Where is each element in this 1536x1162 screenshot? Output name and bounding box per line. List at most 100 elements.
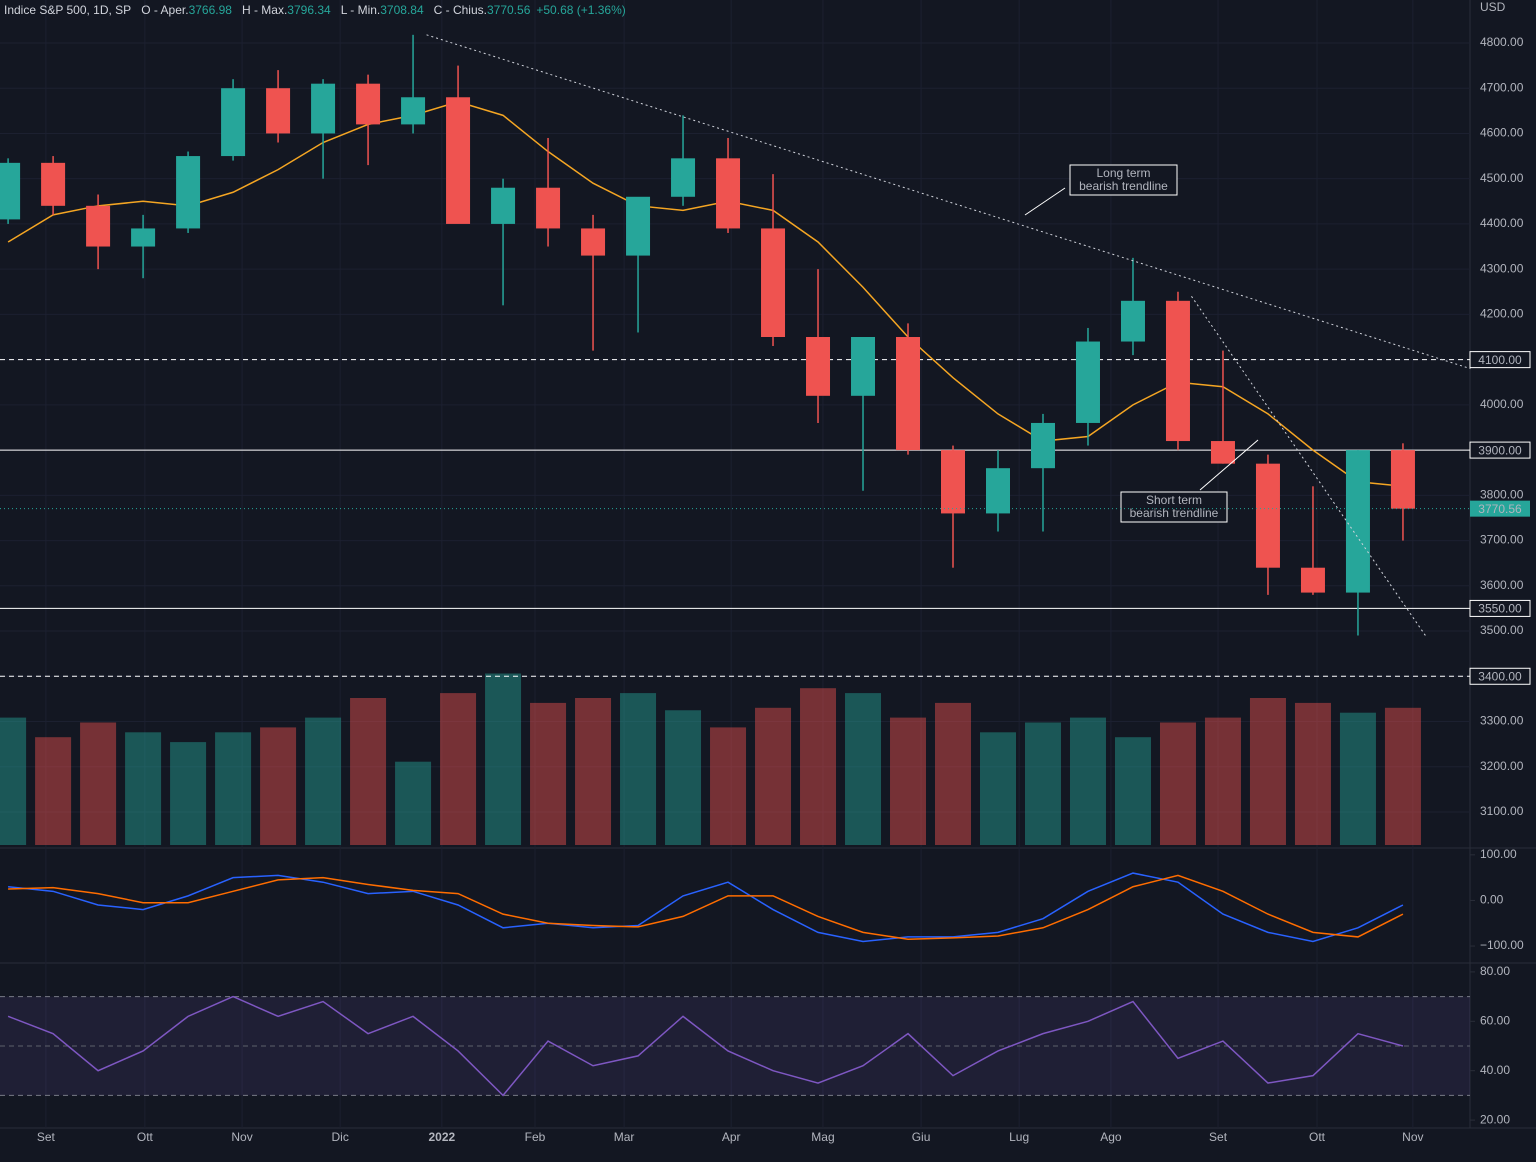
x-tick-label: Ott [1309,1130,1326,1144]
annotation-text: Short term [1146,493,1202,507]
annotation-text: bearish trendline [1130,506,1219,520]
x-tick-label: Nov [231,1130,252,1144]
candle-body [356,83,381,125]
y-tick-label: 4300.00 [1480,261,1524,275]
y-tick-label: 100.00 [1480,847,1517,861]
y-tick-label: 0.00 [1480,893,1504,907]
x-tick-label: Ott [137,1130,154,1144]
y-tick-label: 80.00 [1480,964,1510,978]
y-tick-label: 4700.00 [1480,80,1524,94]
volume-bar [1294,702,1331,845]
x-tick-label: Giu [912,1130,931,1144]
y-tick-label: 3800.00 [1480,488,1524,502]
level-label-box [1469,441,1531,459]
header-text: C - Chius. [434,3,487,17]
last-price-box [1470,500,1530,517]
candle-body [581,228,606,256]
y-tick-label: 4200.00 [1480,307,1524,321]
y-tick-label: 3500.00 [1480,623,1524,637]
header-text: O - Aper. [141,3,188,17]
y-tick-label: 3700.00 [1480,533,1524,547]
level-label: 4100.00 [1478,353,1522,367]
header: Indice S&P 500, 1D, SP O - Aper.3766.98 H … [4,3,626,17]
y-tick-label: −100.00 [1480,938,1524,952]
candle-body [1300,567,1325,593]
volume-bar [440,693,477,845]
x-tick-label: Set [1209,1130,1228,1144]
candle-body [626,196,651,256]
x-tick-label: 2022 [429,1130,456,1144]
candle-body [41,162,66,206]
x-tick-label: Set [37,1130,56,1144]
y-tick-label: 3200.00 [1480,759,1524,773]
y-tick-label: 4400.00 [1480,216,1524,230]
candle-body [806,337,831,396]
candle-body [1255,463,1280,568]
volume-bar [1159,722,1196,845]
x-tick-label: Apr [722,1130,741,1144]
volume-bar [710,727,747,845]
candle-body [536,187,561,229]
y-tick-label: 4800.00 [1480,35,1524,49]
volume-bar [0,717,27,845]
y-tick-label: 4000.00 [1480,397,1524,411]
volume-bar [350,698,387,845]
level-label-box [1469,351,1531,369]
volume-bar [1024,722,1061,845]
annotation-text: Long term [1096,166,1150,180]
y-tick-label: 3300.00 [1480,714,1524,728]
x-tick-label: Dic [331,1130,348,1144]
volume-bar [890,717,927,845]
candle-body [1390,450,1415,509]
volume-bar [1384,707,1421,845]
volume-bar [1204,717,1241,845]
level-label: 3400.00 [1478,669,1522,683]
y-tick-label: 4500.00 [1480,171,1524,185]
trendline [1191,296,1426,636]
candle-body [1030,422,1055,469]
candle-body [851,337,876,396]
volume-bar [305,717,342,845]
candle-body [401,97,426,125]
volume-bar [845,693,882,845]
volume-bar [260,727,297,845]
volume-bar [125,732,162,845]
series-line [8,872,1404,943]
candle-body [131,228,156,247]
header-text: 3766.98 [189,3,233,17]
y-tick-label: 60.00 [1480,1013,1510,1027]
header-text: Indice S&P 500, 1D, SP [4,3,131,17]
annotation-arrow [1199,439,1259,491]
header-text: 3796.34 [287,3,331,17]
volume-bar [935,702,972,845]
candle-body [266,88,291,134]
x-tick-label: Mar [614,1130,635,1144]
series-line [8,874,1404,940]
y-tick-label: 4600.00 [1480,126,1524,140]
candle-body [176,156,201,229]
candle-body [1120,300,1145,342]
x-tick-label: Ago [1100,1130,1122,1144]
volume-bar [35,737,72,845]
annotation-box [1120,491,1228,523]
y-tick-label: 3600.00 [1480,578,1524,592]
level-label-box [1469,667,1531,685]
volume-bar [979,732,1016,845]
last-price-label: 3770.56 [1478,502,1522,516]
labels: Set Ott Nov Dic 2022 Feb Mar Apr Mag Giu Lug Ago Set… [37,35,1531,1144]
candle-body [985,468,1010,514]
volume-bar [755,707,792,845]
candle-body [671,158,696,197]
volume-bar [665,710,702,845]
grid [0,0,1475,1128]
volume-bar [485,673,522,845]
annotation-text: bearish trendline [1079,179,1168,193]
y-tick-label: 20.00 [1480,1112,1510,1126]
level-label: 3550.00 [1478,602,1522,616]
level-label: 3900.00 [1478,443,1522,457]
header-text: +50.68 (+1.36%) [536,3,625,17]
candle-body [491,187,516,224]
x-tick-label: Feb [525,1130,546,1144]
